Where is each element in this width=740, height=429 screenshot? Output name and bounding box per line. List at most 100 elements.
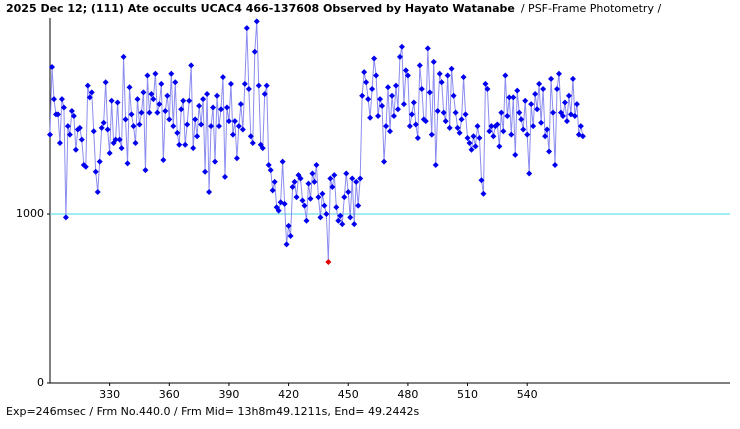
data-point bbox=[132, 140, 139, 147]
data-point bbox=[309, 170, 316, 177]
data-point bbox=[327, 175, 334, 182]
data-point bbox=[200, 96, 207, 103]
data-point bbox=[542, 133, 549, 140]
data-point bbox=[307, 195, 314, 202]
data-point bbox=[400, 101, 407, 108]
data-point bbox=[219, 74, 226, 81]
data-point bbox=[106, 150, 113, 157]
x-tick-label: 480 bbox=[397, 388, 418, 401]
data-point bbox=[412, 121, 419, 128]
data-point bbox=[373, 72, 380, 79]
data-point bbox=[480, 190, 487, 197]
x-tick-label: 390 bbox=[218, 388, 239, 401]
data-point bbox=[100, 119, 107, 126]
data-point bbox=[573, 101, 580, 108]
data-point bbox=[281, 200, 288, 207]
data-point bbox=[383, 123, 390, 130]
x-tick-label: 450 bbox=[338, 388, 359, 401]
data-point bbox=[156, 101, 163, 108]
data-point bbox=[56, 140, 63, 147]
data-point bbox=[116, 136, 123, 143]
data-point bbox=[571, 113, 578, 120]
data-point bbox=[208, 123, 215, 130]
data-point bbox=[510, 94, 517, 101]
data-point bbox=[313, 162, 320, 169]
data-point bbox=[548, 75, 555, 82]
data-point bbox=[385, 84, 392, 91]
data-point bbox=[550, 109, 557, 116]
data-point bbox=[357, 175, 364, 182]
data-point bbox=[335, 217, 342, 224]
data-point bbox=[253, 18, 260, 25]
data-point bbox=[275, 207, 282, 214]
data-point bbox=[317, 214, 324, 221]
data-point bbox=[504, 113, 511, 120]
data-point bbox=[283, 241, 290, 248]
data-point bbox=[146, 109, 153, 116]
data-point bbox=[94, 189, 101, 196]
data-point bbox=[498, 109, 505, 116]
data-point bbox=[126, 84, 133, 91]
data-point bbox=[76, 124, 83, 131]
data-point bbox=[466, 140, 473, 147]
data-point bbox=[526, 170, 533, 177]
data-point bbox=[241, 80, 248, 87]
data-point bbox=[355, 202, 362, 209]
data-point bbox=[152, 70, 159, 77]
data-point bbox=[50, 96, 57, 103]
data-point bbox=[98, 124, 105, 131]
data-point bbox=[367, 114, 374, 121]
data-point bbox=[534, 106, 541, 113]
data-point bbox=[430, 58, 437, 65]
data-point bbox=[520, 126, 527, 133]
data-point bbox=[265, 162, 272, 169]
data-point bbox=[506, 94, 513, 101]
data-point bbox=[474, 123, 481, 130]
data-point bbox=[271, 178, 278, 185]
data-point bbox=[375, 113, 382, 120]
data-point bbox=[333, 204, 340, 211]
y-tick-label: 1000 bbox=[16, 207, 44, 220]
data-point bbox=[86, 94, 93, 101]
data-point bbox=[212, 158, 219, 165]
data-point bbox=[70, 113, 77, 120]
data-point bbox=[174, 129, 181, 136]
data-point bbox=[243, 25, 250, 32]
data-point bbox=[184, 121, 191, 128]
data-point bbox=[387, 128, 393, 135]
data-point bbox=[194, 133, 201, 140]
data-point bbox=[408, 111, 415, 118]
data-point bbox=[62, 214, 69, 221]
data-point bbox=[426, 89, 433, 96]
data-point bbox=[502, 72, 509, 79]
data-point bbox=[120, 53, 127, 60]
data-point bbox=[536, 80, 543, 87]
data-point bbox=[198, 121, 205, 128]
data-point bbox=[532, 91, 539, 98]
data-point bbox=[353, 178, 360, 185]
data-point bbox=[329, 183, 336, 190]
data-point bbox=[84, 82, 91, 89]
data-point bbox=[249, 140, 256, 147]
data-point bbox=[303, 217, 310, 224]
data-point bbox=[202, 168, 209, 175]
data-point bbox=[351, 221, 358, 228]
data-point bbox=[361, 69, 368, 76]
data-point bbox=[444, 72, 451, 79]
data-point bbox=[231, 118, 238, 125]
data-point bbox=[442, 118, 449, 125]
data-point bbox=[381, 158, 388, 165]
data-point bbox=[58, 96, 65, 103]
data-point bbox=[486, 128, 493, 135]
data-point bbox=[410, 99, 417, 106]
data-point bbox=[64, 123, 71, 130]
data-point bbox=[496, 143, 503, 150]
data-point bbox=[524, 131, 531, 138]
data-point bbox=[168, 70, 175, 77]
data-point bbox=[247, 133, 254, 140]
data-point bbox=[154, 109, 161, 116]
data-point bbox=[104, 126, 111, 133]
data-point bbox=[188, 62, 195, 69]
data-point bbox=[394, 106, 401, 113]
data-point bbox=[285, 222, 292, 229]
